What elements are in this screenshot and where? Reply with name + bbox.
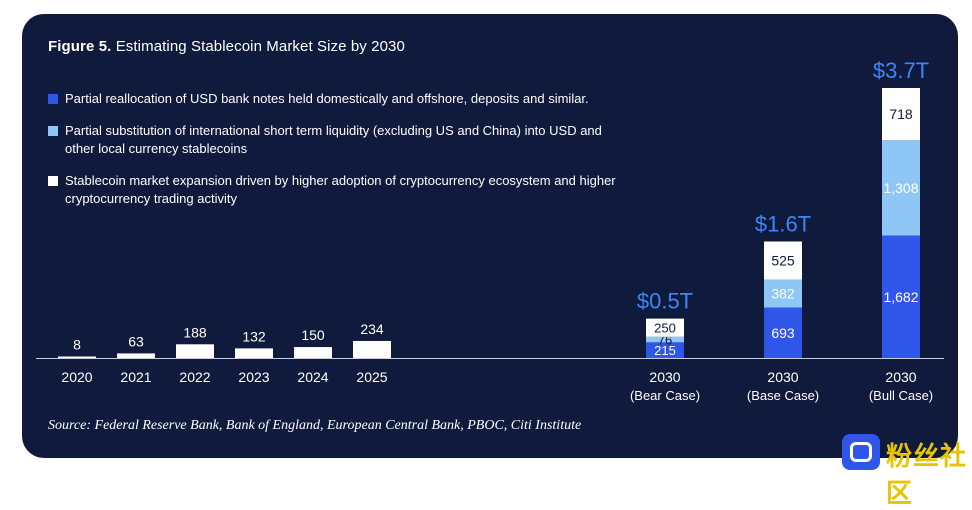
chart-title: Figure 5. Estimating Stablecoin Market S… — [48, 38, 405, 55]
tick-label-2030-bull: 2030 — [885, 369, 916, 385]
bar-2021 — [117, 353, 155, 358]
legend-item-liquidity: Partial substitution of international sh… — [48, 122, 628, 158]
total-label-bull: $3.7T — [873, 58, 929, 83]
total-label-base: $1.6T — [755, 211, 811, 236]
tick-label-2030-bear: 2030 — [649, 369, 680, 385]
data-label-2024: 150 — [301, 327, 325, 343]
tick-label-2030-base: 2030 — [767, 369, 798, 385]
legend: Partial reallocation of USD bank notes h… — [48, 90, 628, 222]
chart-card: Figure 5. Estimating Stablecoin Market S… — [22, 14, 958, 458]
legend-swatch-white — [48, 176, 58, 186]
figure-number: Figure 5. — [48, 38, 112, 55]
bar-segment-bull-2 — [882, 140, 920, 236]
bar-chart: 8 2020 63 2021 188 2022 132 2023 150 2024 234 2025 2… — [36, 58, 944, 403]
legend-label: Stablecoin market expansion driven by hi… — [65, 173, 616, 206]
segment-label-bull-3: 718 — [889, 106, 913, 122]
bar-segment-bear-3 — [646, 318, 684, 337]
watermark-icon — [842, 434, 880, 470]
tick-case-base: (Base Case) — [747, 388, 819, 403]
tick-label-2025: 2025 — [356, 369, 387, 385]
watermark-logo: 粉丝社区 — [840, 432, 972, 509]
legend-swatch-light-blue — [48, 126, 58, 136]
watermark-text: 粉丝社区 — [886, 442, 968, 509]
data-label-2022: 188 — [183, 324, 207, 340]
data-label-2020: 8 — [73, 337, 81, 353]
bar-segment-base-2 — [764, 279, 802, 308]
data-label-2025: 234 — [360, 321, 384, 337]
tick-label-2021: 2021 — [120, 369, 151, 385]
bar-segment-base-1 — [764, 307, 802, 358]
bar-2020 — [58, 356, 96, 358]
tick-case-bull: (Bull Case) — [869, 388, 933, 403]
segment-label-base-1: 693 — [771, 325, 795, 341]
legend-item-crypto-expansion: Stablecoin market expansion driven by hi… — [48, 172, 628, 208]
tick-case-bear: (Bear Case) — [630, 388, 700, 403]
bar-2024 — [294, 347, 332, 358]
segment-label-bear-3: 250 — [654, 321, 676, 336]
segment-label-bull-1: 1,682 — [883, 289, 918, 305]
bar-2022 — [176, 344, 214, 358]
segment-label-base-3: 525 — [771, 253, 795, 269]
bar-2023 — [235, 348, 273, 358]
data-label-2021: 63 — [128, 333, 144, 349]
bar-segment-bear-2 — [646, 336, 684, 343]
bar-segment-bull-1 — [882, 235, 920, 358]
segment-label-bear-1: 215 — [654, 343, 676, 358]
legend-label: Partial reallocation of USD bank notes h… — [65, 91, 589, 106]
legend-swatch-blue — [48, 94, 58, 104]
tick-label-2022: 2022 — [179, 369, 210, 385]
bar-segment-base-3 — [764, 241, 802, 280]
bar-segment-bull-3 — [882, 88, 920, 141]
total-label-bear: $0.5T — [637, 289, 693, 314]
segment-label-base-2: 382 — [771, 286, 795, 302]
tick-label-2024: 2024 — [297, 369, 328, 385]
bar-segment-bear-1 — [646, 342, 684, 358]
tick-label-2023: 2023 — [238, 369, 269, 385]
data-label-2023: 132 — [242, 328, 266, 344]
figure-title-text: Estimating Stablecoin Market Size by 203… — [111, 38, 405, 55]
source-note: Source: Federal Reserve Bank, Bank of En… — [48, 418, 582, 433]
tick-label-2020: 2020 — [61, 369, 92, 385]
legend-item-bank-notes: Partial reallocation of USD bank notes h… — [48, 90, 628, 108]
bar-2025 — [353, 340, 391, 358]
legend-label: Partial substitution of international sh… — [65, 123, 602, 156]
segment-label-bull-2: 1,308 — [883, 180, 918, 196]
